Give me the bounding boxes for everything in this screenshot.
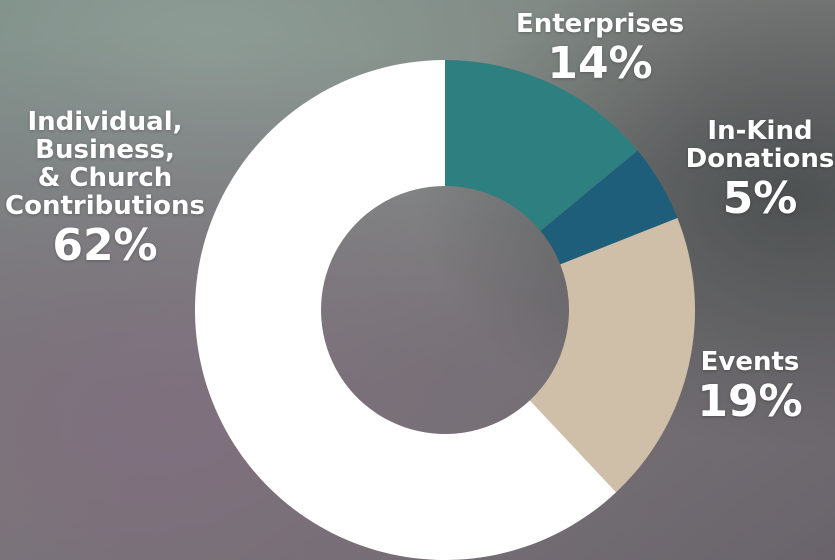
slice-name: In-Kind Donations (685, 116, 835, 174)
donut-slice-in-kind-donations (540, 150, 678, 265)
donut-slice-individual-business-church-contributions (195, 60, 617, 560)
slice-name: Individual, Business, & Church Contribution… (5, 107, 205, 221)
donut-slice-events (529, 217, 695, 493)
slice-percentage: 14% (547, 38, 653, 89)
donut-slice-enterprises (445, 60, 638, 231)
slice-label-in-kind-donations: In-Kind Donations 5% (680, 117, 835, 223)
slice-percentage: 62% (52, 220, 158, 271)
slice-percentage: 5% (722, 173, 798, 224)
slice-label-events: Events 19% (680, 348, 820, 426)
slice-label-individual-business-church-contributions: Individual, Business, & Church Contribution… (0, 108, 210, 270)
slice-percentage: 19% (697, 376, 803, 427)
slice-name: Enterprises (515, 9, 685, 39)
slice-name: Events (700, 347, 800, 377)
slice-label-enterprises: Enterprises 14% (505, 10, 695, 88)
